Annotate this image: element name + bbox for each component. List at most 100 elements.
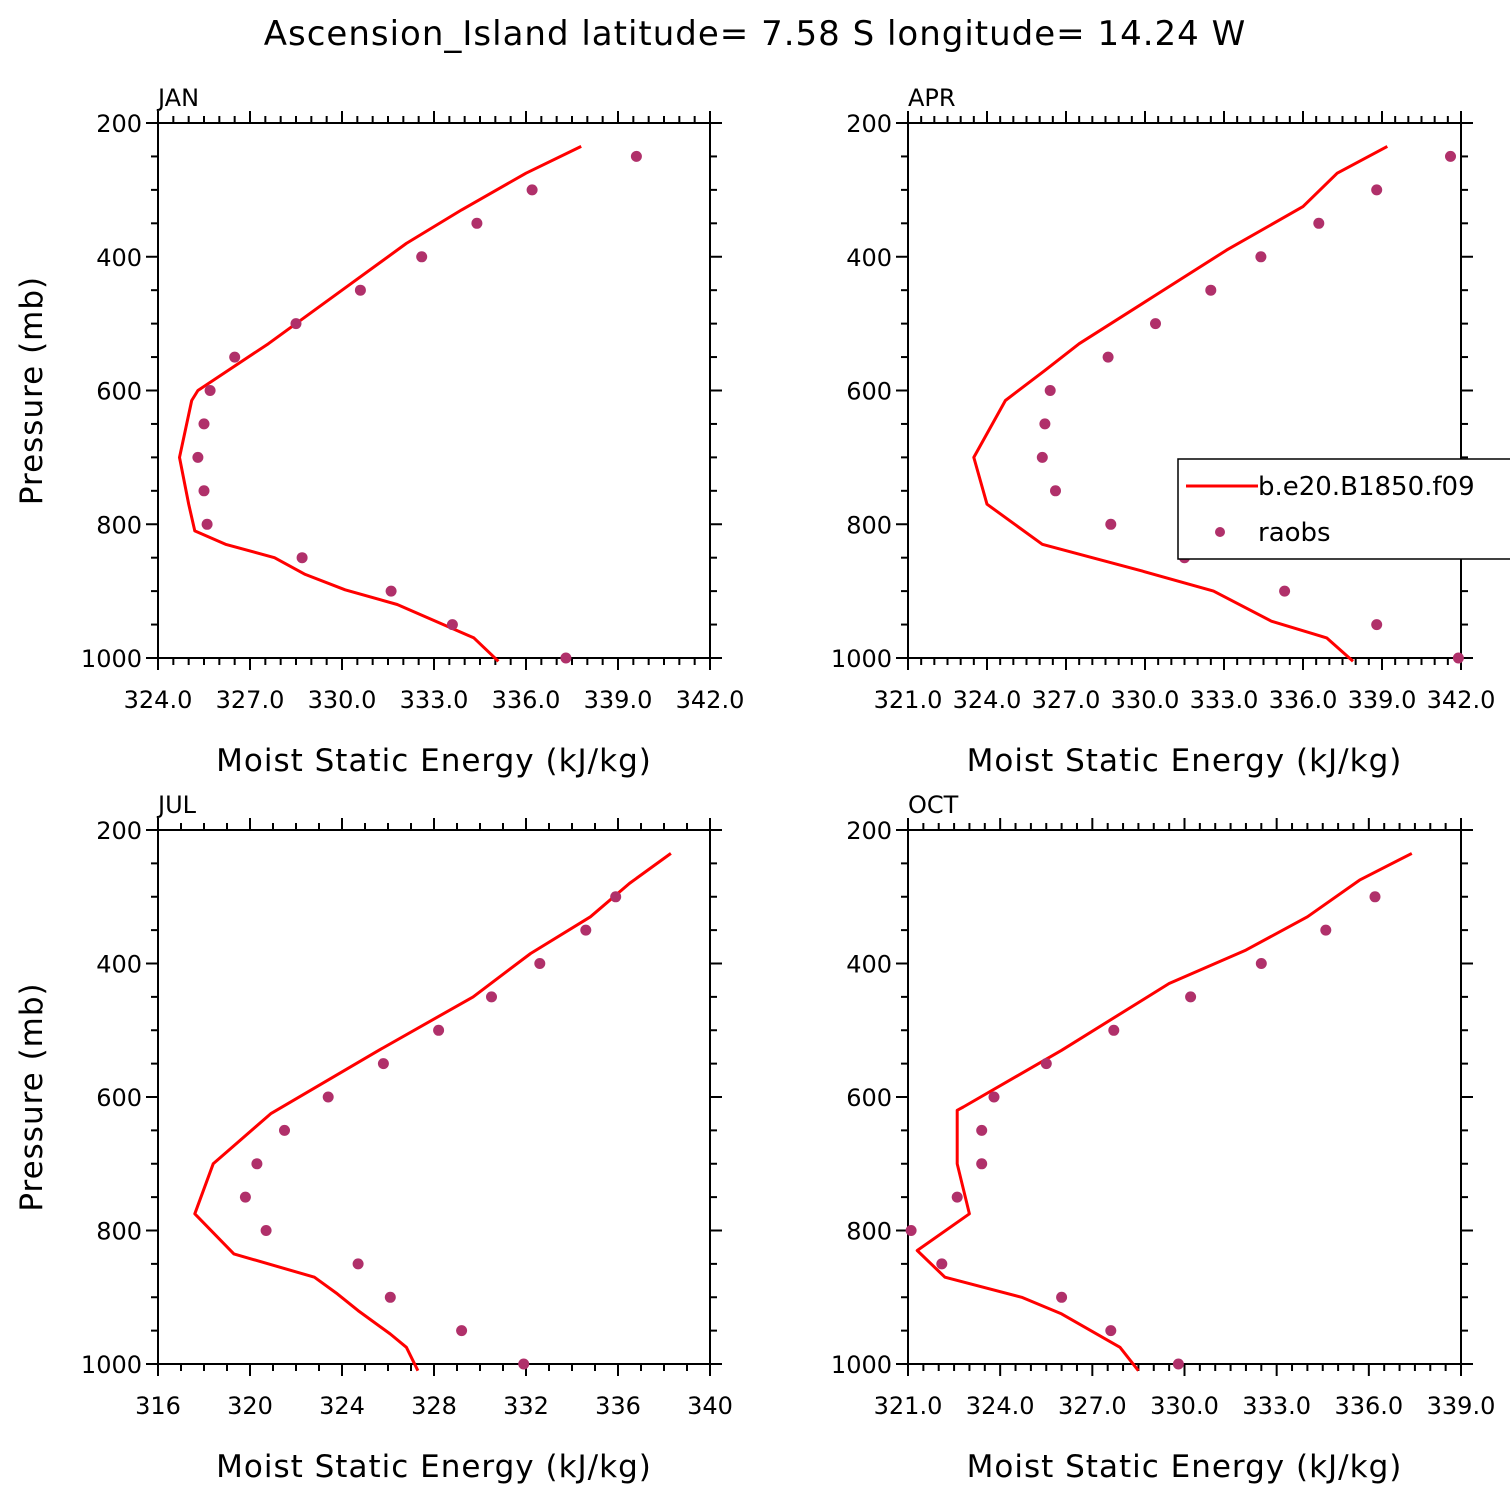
- raobs-point: [1172, 1358, 1184, 1370]
- raobs-point: [229, 351, 241, 363]
- x-tick-label: 324.0: [124, 686, 193, 714]
- model-line: [972, 145, 1389, 663]
- x-axis-title: Moist Static Energy (kJ/kg): [967, 1449, 1403, 1485]
- x-tick-label: 324: [319, 1392, 365, 1420]
- raobs-point: [951, 1191, 963, 1203]
- raobs-point: [239, 1191, 251, 1203]
- x-tick-label: 330.0: [1111, 686, 1180, 714]
- raobs-point: [1102, 351, 1114, 363]
- x-tick-label: 328: [411, 1392, 457, 1420]
- raobs-point: [1313, 217, 1325, 229]
- raobs-point: [201, 518, 213, 530]
- x-tick-label: 327.0: [216, 686, 285, 714]
- raobs-point: [1036, 451, 1048, 463]
- x-axis-title: Moist Static Energy (kJ/kg): [216, 743, 652, 779]
- raobs-point: [988, 1091, 1000, 1103]
- panel-oct: OCT 200 400 600 800 1000 321.0 324.0 327.0 330.0 3…: [831, 791, 1495, 1485]
- y-tick-label: 800: [846, 511, 892, 539]
- plot-frame: [157, 829, 711, 1365]
- raobs-point: [1279, 585, 1291, 597]
- x-tick-label: 339.0: [1348, 686, 1417, 714]
- legend-box: [1177, 458, 1510, 560]
- raobs-point: [1105, 518, 1117, 530]
- raobs-point: [192, 451, 204, 463]
- raobs-point: [976, 1158, 988, 1170]
- y-tick-label: 1000: [831, 645, 892, 673]
- raobs-point: [1050, 485, 1061, 497]
- panel-label: JUL: [156, 791, 197, 819]
- y-tick-label: 400: [846, 951, 892, 979]
- raobs-point: [456, 1325, 468, 1337]
- y-tick-label: 200: [96, 110, 142, 138]
- x-axis-title: Moist Static Energy (kJ/kg): [216, 1449, 652, 1485]
- panel-label: JAN: [156, 84, 199, 112]
- x-tick-label: 339.0: [584, 686, 653, 714]
- model-line: [915, 852, 1413, 1372]
- y-tick-label: 400: [846, 244, 892, 272]
- raobs-point: [1205, 284, 1217, 296]
- y-tick-label: 800: [96, 1218, 142, 1246]
- y-tick-label: 1000: [831, 1351, 892, 1379]
- x-tick-label: 336.0: [492, 686, 561, 714]
- x-tick-label: 321.0: [874, 686, 943, 714]
- y-axis-title: Pressure (mb): [14, 276, 50, 505]
- raobs-point: [198, 418, 210, 430]
- x-tick-label: 342.0: [1427, 686, 1496, 714]
- raobs-point: [1371, 184, 1383, 196]
- raobs-point: [204, 385, 216, 396]
- y-tick-label: 200: [846, 110, 892, 138]
- legend-model-label: b.e20.B1850.f09: [1258, 472, 1475, 502]
- x-tick-label: 332: [503, 1392, 549, 1420]
- x-tick-label: 336.0: [1334, 1392, 1403, 1420]
- raobs-point: [354, 284, 366, 296]
- raobs-point: [526, 184, 538, 196]
- raobs-point: [260, 1225, 272, 1236]
- y-axis-title: Pressure (mb): [14, 982, 50, 1211]
- raobs-point: [1056, 1291, 1068, 1303]
- raobs-point: [352, 1258, 364, 1270]
- y-tick-label: 400: [96, 951, 142, 979]
- plot-frame: [907, 122, 1462, 659]
- x-tick-label: 327.0: [1032, 686, 1101, 714]
- y-tick-label: 200: [846, 817, 892, 845]
- x-tick-label: 327.0: [1058, 1392, 1127, 1420]
- y-tick-label: 600: [846, 378, 892, 406]
- raobs-point: [560, 652, 572, 664]
- y-tick-label: 800: [96, 511, 142, 539]
- raobs-point: [905, 1225, 917, 1236]
- model-line: [193, 852, 672, 1372]
- y-tick-label: 400: [96, 244, 142, 272]
- raobs-point: [518, 1358, 530, 1370]
- y-tick-label: 600: [96, 1084, 142, 1112]
- raobs-point: [377, 1058, 389, 1070]
- x-tick-label: 324.0: [966, 1392, 1035, 1420]
- chart-panels: JAN 200 400 600 800 1000 324.0 327.0 330.0 333.0 3…: [14, 84, 1495, 1485]
- raobs-point: [1255, 958, 1267, 969]
- x-tick-label: 336.0: [1269, 686, 1338, 714]
- x-tick-label: 320: [227, 1392, 273, 1420]
- panel-jul: JUL 200 400 600 800 1000 316 320 324 328 332 336 340…: [14, 791, 733, 1485]
- raobs-point: [1150, 318, 1161, 330]
- raobs-point: [1369, 891, 1381, 903]
- page-title: Ascension_Island latitude= 7.58 S longit…: [264, 14, 1247, 54]
- raobs-point: [610, 891, 622, 903]
- raobs-point: [1452, 652, 1464, 664]
- raobs-point: [322, 1091, 334, 1103]
- raobs-point: [471, 217, 483, 229]
- raobs-point: [251, 1158, 263, 1170]
- raobs-point: [630, 150, 642, 162]
- raobs-point: [279, 1124, 290, 1136]
- panel-apr: APR 200 400 600 800 1000 321.0 324.0 327.0 330.0 3…: [831, 84, 1495, 779]
- y-tick-label: 1000: [81, 1351, 142, 1379]
- raobs-point: [446, 619, 458, 631]
- legend: b.e20.B1850.f09 raobs: [1177, 458, 1510, 560]
- x-tick-label: 333.0: [1190, 686, 1259, 714]
- plot-frame: [157, 122, 711, 659]
- raobs-point: [384, 1291, 396, 1303]
- x-tick-label: 339.0: [1427, 1392, 1496, 1420]
- x-tick-label: 333.0: [400, 686, 469, 714]
- raobs-point: [534, 958, 546, 969]
- x-tick-label: 324.0: [953, 686, 1022, 714]
- x-tick-label: 342.0: [676, 686, 745, 714]
